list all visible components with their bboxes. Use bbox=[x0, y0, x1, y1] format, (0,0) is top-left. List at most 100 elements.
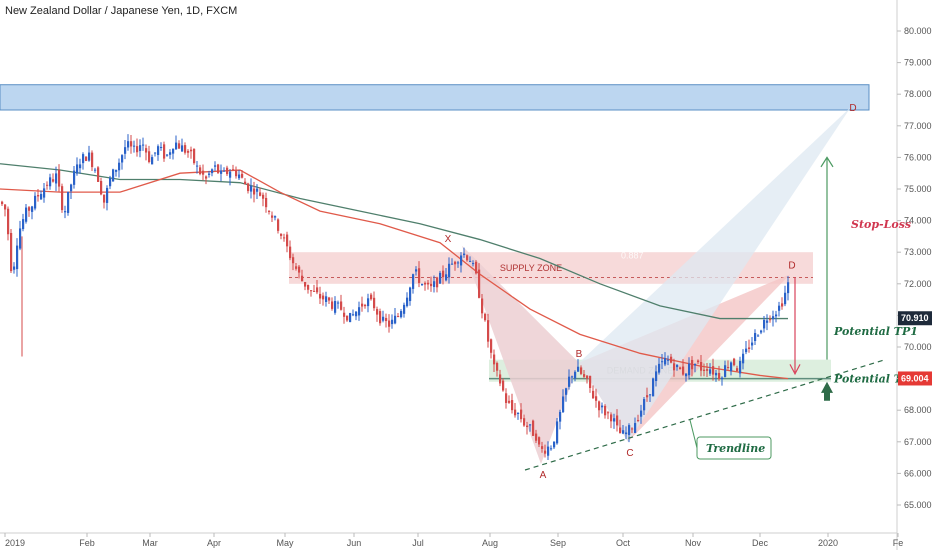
candle-body bbox=[19, 228, 22, 249]
candle-body bbox=[406, 297, 409, 307]
candle-body bbox=[676, 364, 679, 368]
drawing-lines-layer bbox=[524, 156, 885, 471]
candle-body bbox=[748, 347, 751, 350]
candle-body bbox=[271, 215, 274, 218]
candle-body bbox=[544, 450, 547, 454]
candle-body bbox=[733, 358, 736, 366]
y-tick-label: 76.000 bbox=[904, 152, 932, 162]
candle-body bbox=[745, 348, 748, 353]
candle-body bbox=[82, 154, 85, 164]
candle-body bbox=[328, 297, 331, 301]
candle-body bbox=[268, 211, 271, 213]
candle-body bbox=[127, 141, 130, 148]
candle-body bbox=[394, 315, 397, 324]
candle-body bbox=[583, 374, 586, 377]
candle-body bbox=[577, 366, 580, 372]
candle-body bbox=[706, 369, 709, 371]
candle-body bbox=[307, 284, 310, 290]
candle-body bbox=[289, 246, 292, 259]
candle-body bbox=[388, 320, 391, 327]
candle-body bbox=[256, 188, 259, 192]
candle-body bbox=[439, 272, 442, 284]
candle-body bbox=[31, 206, 34, 212]
candle-body bbox=[130, 141, 133, 147]
candle-body bbox=[697, 360, 700, 363]
x-tick-label: Jul bbox=[412, 538, 424, 548]
candle-body bbox=[412, 274, 415, 289]
zone-label: SUPPLY ZONE bbox=[500, 263, 562, 273]
candle-body bbox=[136, 146, 139, 153]
price-tag-label: 70.910 bbox=[901, 313, 929, 323]
candle-body bbox=[40, 194, 43, 200]
candle-body bbox=[79, 164, 82, 169]
candle-body bbox=[784, 292, 787, 305]
x-tick-label: 2019 bbox=[5, 538, 25, 548]
candle-body bbox=[685, 373, 688, 377]
pattern-point-label: A bbox=[540, 470, 547, 481]
candle-body bbox=[352, 314, 355, 316]
candle-body bbox=[121, 155, 124, 163]
candle-body bbox=[313, 290, 316, 292]
candle-body bbox=[55, 173, 58, 184]
y-tick-label: 73.000 bbox=[904, 247, 932, 257]
candle-body bbox=[700, 362, 703, 371]
candle-body bbox=[526, 425, 529, 427]
candle-body bbox=[589, 375, 592, 389]
candle-body bbox=[418, 268, 421, 283]
candle-body bbox=[250, 185, 253, 192]
candle-body bbox=[292, 257, 295, 264]
candle-body bbox=[661, 361, 664, 363]
candle-body bbox=[346, 315, 349, 321]
candle-body bbox=[511, 400, 514, 411]
harmonic-pattern-layer bbox=[462, 106, 851, 464]
candle-body bbox=[463, 253, 466, 256]
candle-body bbox=[532, 420, 535, 436]
candle-body bbox=[220, 170, 223, 174]
candle-body bbox=[109, 177, 112, 187]
candle-body bbox=[508, 400, 511, 403]
harmonic-red-triangle-xab bbox=[462, 245, 579, 464]
candle-body bbox=[151, 157, 154, 165]
candle-body bbox=[178, 143, 181, 149]
candle-body bbox=[133, 145, 136, 147]
candle-body bbox=[34, 195, 37, 209]
zone-rect bbox=[0, 84, 870, 111]
candle-body bbox=[460, 255, 463, 266]
candle-body bbox=[169, 152, 172, 155]
candle-body bbox=[229, 171, 232, 178]
candle-body bbox=[88, 152, 91, 161]
annotation-label: Trendline bbox=[706, 442, 765, 455]
candle-body bbox=[667, 359, 670, 361]
candle-body bbox=[10, 232, 13, 272]
x-tick-label: 2020 bbox=[818, 538, 838, 548]
tp2-marker-icon bbox=[821, 381, 833, 401]
candle-body bbox=[274, 216, 277, 218]
candle-body bbox=[334, 301, 337, 313]
candle-body bbox=[25, 207, 28, 222]
candle-body bbox=[424, 282, 427, 285]
candle-body bbox=[625, 432, 628, 435]
candle-body bbox=[226, 167, 229, 175]
candle-body bbox=[304, 281, 307, 287]
candle-body bbox=[571, 376, 574, 378]
candle-body bbox=[181, 145, 184, 152]
candle-body bbox=[259, 192, 262, 196]
candle-body bbox=[766, 320, 769, 323]
candle-body bbox=[37, 194, 40, 197]
candle-body bbox=[85, 156, 88, 161]
candle-body bbox=[298, 266, 301, 273]
candle-body bbox=[283, 237, 286, 239]
candle-body bbox=[28, 207, 31, 211]
candle-body bbox=[367, 298, 370, 307]
candle-body bbox=[139, 145, 142, 152]
pattern-point-label: X bbox=[445, 234, 452, 245]
candle-body bbox=[586, 375, 589, 379]
candle-body bbox=[397, 316, 400, 318]
candle-body bbox=[337, 302, 340, 304]
faint-ratio-label: 0.5 bbox=[511, 288, 524, 298]
candle-body bbox=[295, 266, 298, 269]
candle-body bbox=[592, 390, 595, 399]
up-arrow-head bbox=[820, 156, 834, 168]
candle-body bbox=[97, 167, 100, 182]
